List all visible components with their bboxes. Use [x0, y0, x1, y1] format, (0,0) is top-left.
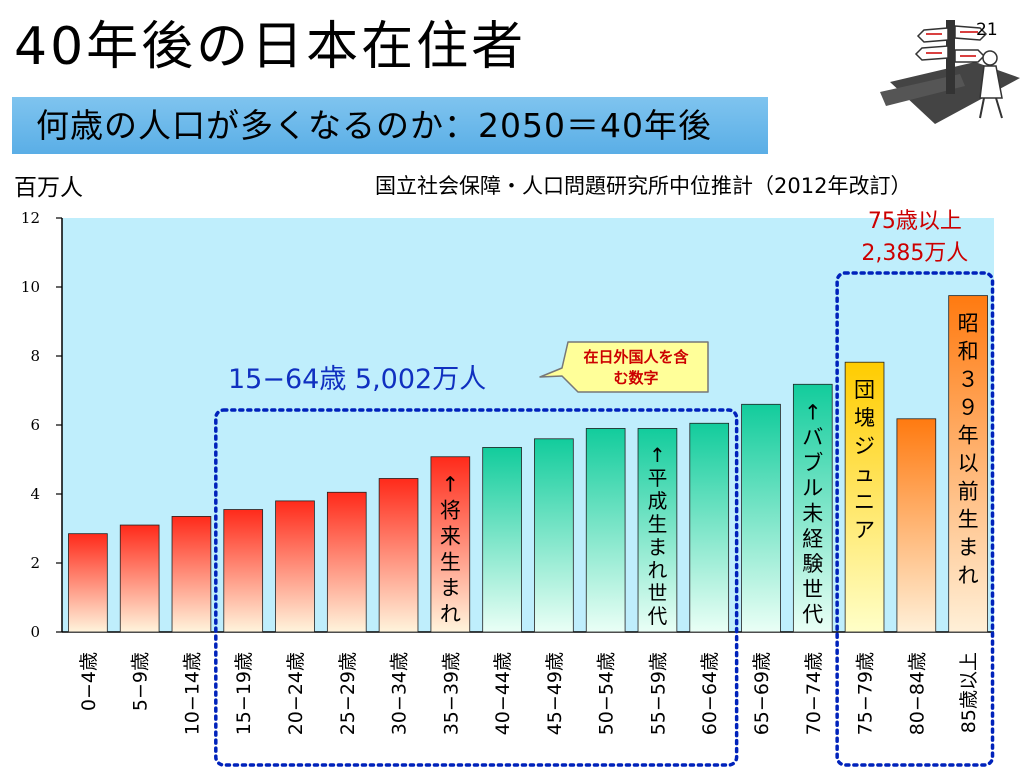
signpost-clipart-icon	[880, 20, 1020, 124]
callout-bubble	[539, 341, 709, 393]
bar-20-24	[275, 500, 315, 633]
callout-text-line2: む数字	[613, 369, 658, 387]
y-tick-label: 0	[30, 623, 40, 641]
callout-text-line1: 在日外国人を含	[583, 348, 689, 366]
population-bar-chart: 0 2 4 6 8 10 12 ↑将来生まれ ↑平成生まれ世代 ↑バブル未経験世代 団塊ジュニア 昭…	[21, 209, 995, 767]
bar-60-64	[689, 422, 730, 633]
y-tick-label: 4	[30, 485, 40, 503]
x-tick-label: 10−14歳	[181, 652, 203, 735]
x-tick-label: 35−39歳	[440, 652, 462, 735]
page-number: 21	[976, 20, 998, 40]
elderly-label-line2: 2,385万人	[861, 241, 968, 266]
y-tick-label: 6	[30, 416, 40, 434]
x-tick-label: 75−79歳	[855, 652, 877, 735]
bar-5-9	[119, 524, 160, 633]
bar-70-74	[792, 383, 833, 633]
source-note: 国立社会保障・人口問題研究所中位推計（2012年改訂）	[375, 174, 912, 198]
bar-label-35-39: ↑将来生まれ	[440, 473, 461, 626]
bar-35-39	[430, 456, 471, 633]
x-tick-label: 85歳以上	[958, 652, 980, 733]
bar-label-85: 昭和３９年以前生まれ	[958, 312, 979, 588]
working-age-label: 15−64歳 5,002万人	[228, 364, 486, 395]
elderly-label-line1: 75歳以上	[868, 209, 962, 234]
subtitle-banner: 何歳の人口が多くなるのか：2050＝40年後	[12, 97, 768, 154]
bar-50-54	[585, 428, 626, 633]
x-tick-label: 40−44歳	[492, 652, 514, 735]
bar-30-34	[378, 478, 419, 633]
bar-40-44	[482, 447, 522, 633]
x-tick-label: 0−4歳	[78, 652, 100, 711]
bar-75-79	[844, 361, 885, 633]
x-tick-label: 60−64歳	[699, 652, 721, 735]
bar-55-59	[637, 428, 678, 633]
x-tick-label: 25−29歳	[337, 652, 359, 735]
bar-25-29	[326, 491, 367, 633]
group-annotations: 15−64歳 5,002万人 75歳以上 2,385万人	[214, 209, 995, 767]
y-tick-label: 8	[30, 347, 40, 365]
x-tick-label: 20−24歳	[285, 652, 307, 735]
working-age-outline	[214, 408, 739, 767]
bar-0-4	[68, 533, 108, 633]
x-tick-label: 65−69歳	[751, 652, 773, 735]
bar-label-70-74: ↑バブル未経験世代	[802, 400, 823, 626]
bar-10-14	[171, 516, 212, 633]
y-unit-label: 百万人	[14, 175, 83, 201]
bar-label-75-79: 団塊ジュニア	[854, 378, 875, 542]
x-tick-label: 70−74歳	[803, 652, 825, 735]
y-tick-label: 12	[21, 209, 40, 227]
y-tick-label: 2	[30, 554, 40, 572]
bar-80-84	[896, 418, 937, 633]
x-tick-label: 80−84歳	[906, 652, 928, 735]
x-tick-label: 45−49歳	[544, 652, 566, 735]
bar-45-49	[534, 438, 574, 633]
x-tick-label: 5−9歳	[130, 652, 152, 711]
x-tick-labels: 0−4歳 5−9歳 10−14歳 15−19歳 20−24歳 25−29歳 30−34歳 35…	[78, 652, 980, 735]
slide-title: 40年後の日本在住者	[14, 17, 527, 77]
subtitle-text: 何歳の人口が多くなるのか：2050＝40年後	[36, 106, 712, 145]
bar-65-69	[741, 403, 781, 633]
y-axis: 0 2 4 6 8 10 12	[21, 209, 994, 641]
bars: ↑将来生まれ ↑平成生まれ世代 ↑バブル未経験世代 団塊ジュニア 昭和３９年以前生まれ	[68, 295, 988, 633]
bar-85	[948, 295, 988, 633]
bar-15-19	[223, 509, 264, 633]
x-tick-label: 15−19歳	[233, 652, 255, 735]
bar-label-55-59: ↑平成生まれ世代	[648, 444, 668, 628]
x-tick-label: 50−54歳	[596, 652, 618, 735]
x-tick-label: 30−34歳	[389, 652, 411, 735]
y-tick-label: 10	[21, 278, 40, 296]
x-tick-label: 55−59歳	[647, 652, 669, 735]
